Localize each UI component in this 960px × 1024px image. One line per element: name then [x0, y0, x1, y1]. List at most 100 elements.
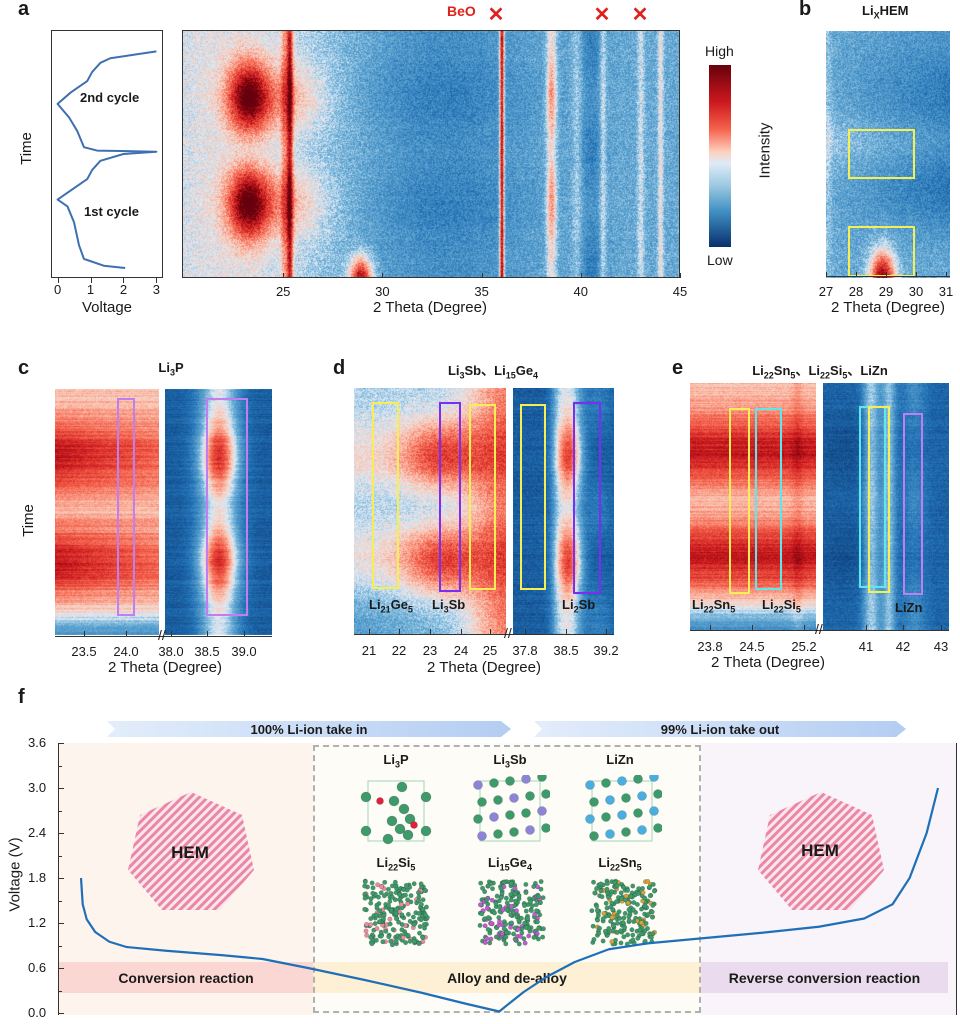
- two-theta-b-tick-mark: [856, 272, 857, 277]
- reverse-conversion-band: Reverse conversion reaction: [701, 962, 948, 993]
- dense-atom: [493, 900, 499, 906]
- dense-atom: [621, 934, 627, 940]
- two-theta-e-tick-label: 42: [895, 639, 911, 654]
- dense-atom: [618, 940, 624, 946]
- dense-atom: [508, 924, 514, 930]
- li-atom: [388, 795, 400, 807]
- dense-atom: [423, 904, 429, 910]
- voltage-tick-label: 2: [119, 282, 128, 297]
- voltage-tick-label: 1: [86, 282, 95, 297]
- two-theta-b-tick-mark: [916, 272, 917, 277]
- lizn-atom: [617, 810, 627, 820]
- dense-atom: [595, 917, 601, 923]
- li3sb-atom: [537, 775, 547, 782]
- voltage-f-tick-mark: [59, 923, 64, 924]
- hem-particle-right: [758, 792, 884, 910]
- two-theta-b-tick-label: 29: [878, 284, 894, 299]
- dense-atom: [420, 906, 426, 912]
- dense-atom: [602, 928, 608, 934]
- dense-atom: [420, 935, 426, 941]
- highlight-box-e-lizn: [903, 413, 923, 595]
- dense-atom: [523, 925, 529, 931]
- dense-atom: [403, 940, 409, 946]
- dense-atom: [497, 904, 503, 910]
- alloy-dashed-frame: [313, 745, 701, 1013]
- crystal-structure-li3p: [360, 780, 432, 845]
- two-theta-d-tick-label: 37.8: [512, 643, 538, 658]
- dense-atom: [484, 905, 490, 911]
- dense-atom: [603, 900, 609, 906]
- two-theta-e-tick-mark: [752, 625, 753, 630]
- two-theta-d-tick-mark: [399, 629, 400, 634]
- dense-atom: [532, 911, 538, 917]
- dense-atom: [610, 907, 616, 913]
- dense-atom: [417, 924, 423, 930]
- dense-atom: [512, 891, 518, 897]
- two-theta-a-tick-mark: [680, 273, 681, 278]
- voltage-f-tick-mark: [59, 968, 64, 969]
- dense-atom: [509, 920, 515, 926]
- dense-atom: [388, 938, 394, 944]
- dense-atom: [480, 885, 486, 891]
- dense-atom: [488, 881, 494, 887]
- dense-atom: [612, 880, 618, 886]
- structure-label-li3sb: Li3Sb: [493, 752, 527, 770]
- li3sb-atom: [493, 829, 503, 839]
- voltage-f-tick-label: 0.0: [28, 1005, 47, 1020]
- li3sb-atom: [477, 797, 487, 807]
- dense-atom: [521, 936, 527, 942]
- dense-atom: [374, 905, 380, 911]
- lizn-atom: [649, 806, 659, 816]
- unit-cell-outline: [367, 780, 425, 842]
- dense-atom: [422, 912, 428, 918]
- dense-atom: [625, 900, 631, 906]
- dense-atom: [609, 915, 615, 921]
- dense-atom: [620, 920, 626, 926]
- dense-atom: [499, 931, 505, 937]
- li-atom: [404, 813, 416, 825]
- li3sb-atom: [509, 793, 519, 803]
- dense-atom: [590, 923, 596, 929]
- voltage-axis-label: Voltage: [81, 299, 133, 316]
- two-theta-d-tick-label: 39.2: [593, 643, 619, 658]
- dense-atom: [589, 908, 595, 914]
- dense-atom: [420, 897, 426, 903]
- dense-atom: [600, 916, 606, 922]
- dense-atom: [368, 934, 374, 940]
- lizn-atom: [605, 829, 615, 839]
- two-theta-d-tick-mark: [525, 629, 526, 634]
- dense-atom: [477, 922, 483, 928]
- dense-atom: [392, 897, 398, 903]
- two-theta-a-tick-mark: [382, 273, 384, 278]
- dense-atom: [526, 933, 532, 939]
- dense-atom: [504, 907, 510, 913]
- li3sb-atom: [509, 827, 519, 837]
- dense-atom: [370, 890, 376, 896]
- voltage-f-tick-label: 2.4: [28, 825, 47, 840]
- dense-atom: [637, 927, 643, 933]
- two-theta-c-tick-label: 39.0: [231, 644, 257, 659]
- dense-atom: [385, 886, 391, 892]
- panel-e-title: Li22Sn5、Li22Si5、LiZn: [752, 360, 888, 381]
- box-label-li22sn5: Li22Sn5: [692, 597, 736, 615]
- dense-atom: [508, 897, 514, 903]
- dense-atom: [631, 919, 637, 925]
- voltage-f-tick-mark: [59, 743, 64, 744]
- heatmap-a-frame: [182, 30, 680, 278]
- lizn-atom: [601, 778, 611, 788]
- dense-atom: [393, 910, 399, 916]
- lizn-atom: [653, 789, 662, 799]
- li-ion-take-in-arrow: 100% Li-ion take in: [107, 721, 511, 737]
- two-theta-c-tick-mark: [244, 631, 245, 636]
- dense-atom: [418, 901, 424, 907]
- dense-atom: [610, 928, 616, 934]
- structure-label-li3p: Li3P: [383, 752, 409, 770]
- xrd-heatmap-e-left: [690, 383, 816, 630]
- dense-atom: [487, 940, 493, 946]
- voltage-f-tick-label: 0.6: [28, 960, 47, 975]
- panel-c-title-rest: P: [174, 360, 184, 375]
- voltage-f-tick-mark: [59, 878, 64, 879]
- dense-atom: [375, 894, 381, 900]
- structure-label-li15ge4: Li15Ge4: [488, 855, 532, 873]
- dense-atom: [496, 898, 502, 904]
